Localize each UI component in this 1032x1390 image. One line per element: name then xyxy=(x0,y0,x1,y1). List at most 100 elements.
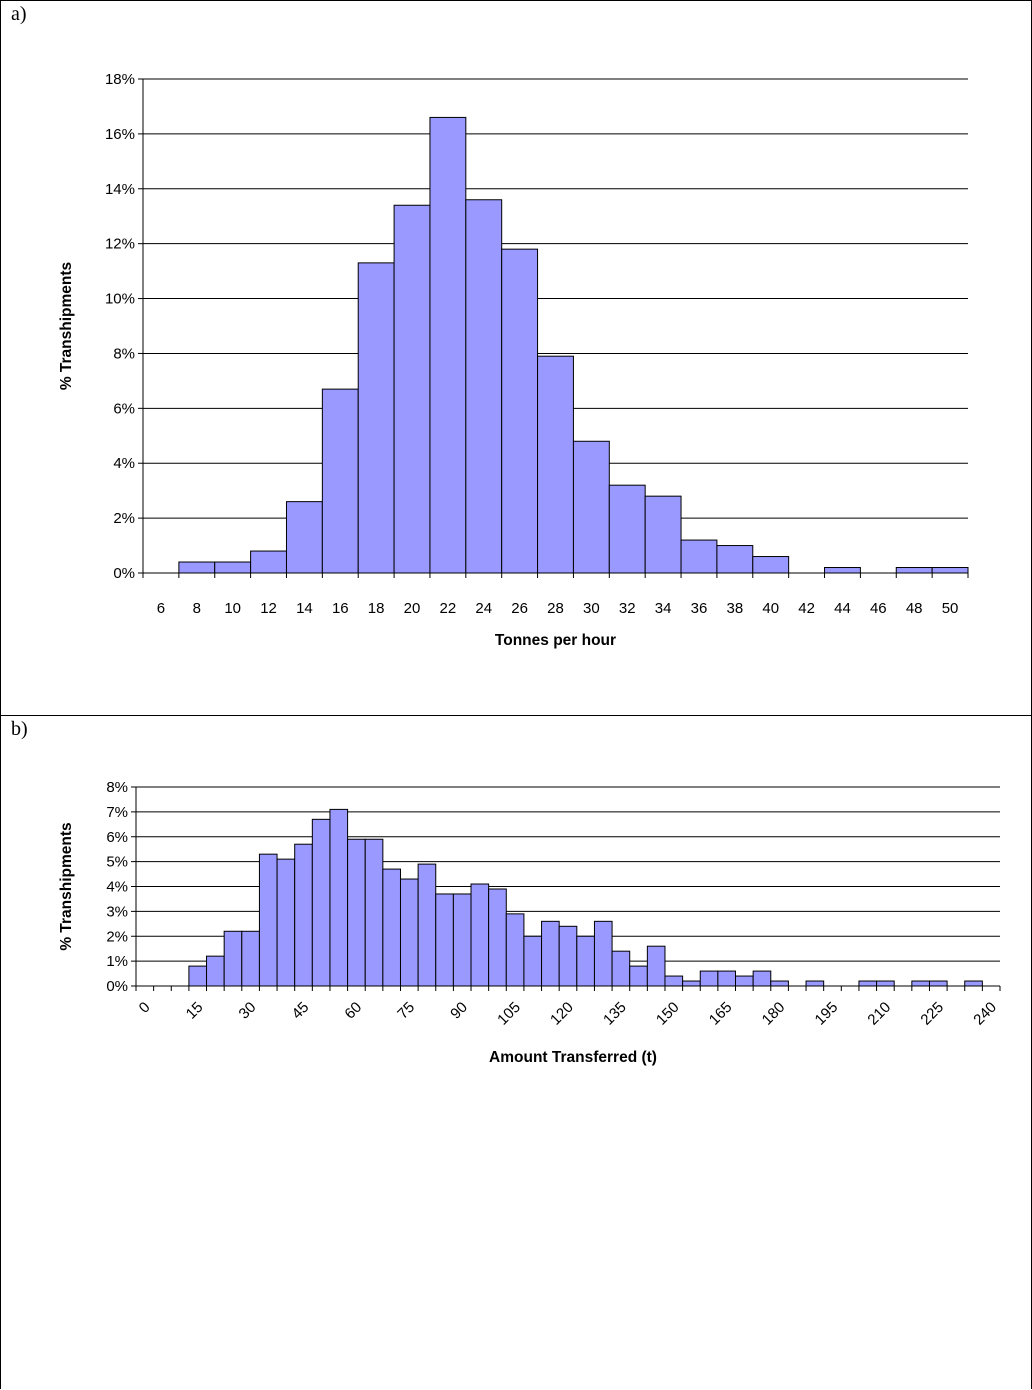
x-tick-label: 38 xyxy=(727,600,744,617)
bar-85 xyxy=(435,893,454,987)
bar-235 xyxy=(964,980,983,987)
y-axis-title: % Transhipments xyxy=(58,822,75,950)
x-tick-label: 36 xyxy=(691,600,708,617)
y-tick-label: 16% xyxy=(105,126,135,143)
y-tick-label: 12% xyxy=(105,236,135,253)
x-tick-label: 14 xyxy=(296,600,313,617)
x-tick-label: 18 xyxy=(368,600,385,617)
bar-30 xyxy=(572,440,610,574)
x-tick-label: 195 xyxy=(812,999,842,1029)
bar-105 xyxy=(505,913,525,987)
bar-22 xyxy=(429,116,467,574)
x-tick-label: 28 xyxy=(547,600,564,617)
bar-100 xyxy=(488,888,507,987)
bar-180 xyxy=(770,980,789,987)
x-tick-label: 120 xyxy=(547,999,577,1029)
x-tick-label: 20 xyxy=(404,600,421,617)
x-tick-label: 60 xyxy=(341,999,365,1023)
bar-16 xyxy=(321,388,359,574)
bar-25 xyxy=(223,930,243,987)
bar-175 xyxy=(752,970,772,987)
x-tick-label: 135 xyxy=(600,999,630,1029)
bar-50 xyxy=(931,567,969,574)
bar-26 xyxy=(501,248,539,574)
y-tick-label: 5% xyxy=(106,854,128,871)
x-tick-label: 240 xyxy=(970,999,1000,1029)
bar-95 xyxy=(470,883,490,987)
bar-140 xyxy=(629,965,648,987)
x-axis-title: Amount Transferred (t) xyxy=(489,1049,657,1066)
bar-8 xyxy=(178,561,216,574)
x-tick-label: 44 xyxy=(834,600,851,617)
chart-panel-a: a) 0% 2% 4% 6% 8% 10% 12% 14% 16% 18% 6 8 10 12 14 16 18… xyxy=(0,0,1032,716)
bar-135 xyxy=(611,950,631,987)
bar-190 xyxy=(805,980,825,987)
bar-155 xyxy=(682,980,701,987)
x-tick-label: 105 xyxy=(494,999,524,1029)
x-tick-label: 22 xyxy=(440,600,457,617)
x-tick-label: 42 xyxy=(798,600,815,617)
x-axis-title: Tonnes per hour xyxy=(495,632,616,649)
bar-110 xyxy=(523,935,543,987)
y-tick-label: 18% xyxy=(105,71,135,88)
y-tick-label: 8% xyxy=(113,345,135,362)
chart-panel-b: b) 0% 1% 2% 3% 4% 5% 6% 7% 8% 0 15 30 45 60 75 90 105 120… xyxy=(0,715,1032,1389)
y-tick-label: 3% xyxy=(106,903,128,920)
histogram-tonnes-per-hour: 0% 2% 4% 6% 8% 10% 12% 14% 16% 18% 6 8 10 12 14 16 18 20 2… xyxy=(58,71,969,649)
bar-120 xyxy=(558,925,578,987)
bar-34 xyxy=(644,495,682,574)
x-tick-label: 10 xyxy=(224,600,241,617)
x-tick-label: 150 xyxy=(653,999,683,1029)
x-tick-label: 48 xyxy=(906,600,923,617)
x-tick-label: 90 xyxy=(447,999,471,1023)
bar-160 xyxy=(699,970,719,987)
y-tick-label: 7% xyxy=(106,804,128,821)
bar-24 xyxy=(465,199,503,574)
bar-35 xyxy=(258,853,278,987)
y-tick-label: 2% xyxy=(113,510,135,527)
x-tick-label: 24 xyxy=(475,600,492,617)
y-tick-label: 0% xyxy=(113,565,135,582)
histogram-amount-transferred: 0% 1% 2% 3% 4% 5% 6% 7% 8% 0 15 30 45 60 75 90 105 120 135… xyxy=(58,779,1001,1066)
x-tick-label: 8 xyxy=(193,600,201,617)
bar-65 xyxy=(364,838,384,987)
bar-210 xyxy=(876,980,895,987)
bar-50 xyxy=(311,818,331,987)
x-tick-label: 46 xyxy=(870,600,887,617)
x-tick-label: 210 xyxy=(864,999,894,1029)
x-tick-label: 26 xyxy=(511,600,528,617)
x-tick-label: 12 xyxy=(260,600,277,617)
x-tick-label: 40 xyxy=(762,600,779,617)
x-tick-label: 6 xyxy=(157,600,165,617)
bar-125 xyxy=(576,935,595,987)
bar-55 xyxy=(329,808,349,987)
bar-12 xyxy=(250,550,287,574)
bar-130 xyxy=(593,920,613,987)
y-axis-title: % Transhipments xyxy=(58,262,75,390)
x-tick-label: 45 xyxy=(289,999,313,1023)
bar-30 xyxy=(241,930,260,987)
y-tick-label: 6% xyxy=(113,400,135,417)
bar-75 xyxy=(399,878,419,987)
x-tick-label: 34 xyxy=(655,600,672,617)
x-tick-label: 50 xyxy=(942,600,959,617)
x-tick-label: 15 xyxy=(183,999,207,1023)
x-tick-label: 30 xyxy=(583,600,600,617)
bar-150 xyxy=(664,975,684,987)
bar-115 xyxy=(541,920,560,987)
y-tick-label: 8% xyxy=(106,779,128,796)
bar-28 xyxy=(537,355,574,574)
panel-label-b: b) xyxy=(11,718,28,740)
y-tick-label: 6% xyxy=(106,829,128,846)
bar-145 xyxy=(646,945,666,987)
y-tick-label: 14% xyxy=(105,181,135,198)
y-tick-label: 10% xyxy=(105,291,135,308)
panel-label-a: a) xyxy=(11,3,27,25)
bar-40 xyxy=(276,858,296,987)
x-tick-label: 32 xyxy=(619,600,636,617)
bar-15 xyxy=(188,965,208,987)
bar-220 xyxy=(911,980,930,987)
bar-70 xyxy=(382,868,401,987)
x-tick-label: 16 xyxy=(332,600,349,617)
bar-10 xyxy=(214,561,252,574)
